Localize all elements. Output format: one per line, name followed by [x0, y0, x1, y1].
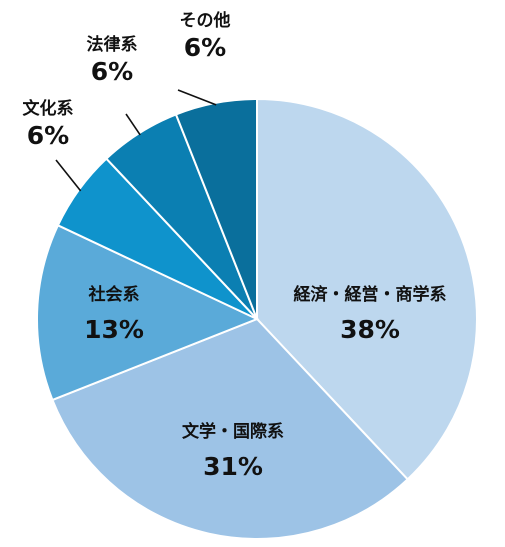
slice-label-name-0: 経済・経営・商学系 [294, 284, 447, 305]
slice-label-value-5: 6% [184, 33, 226, 62]
pie-slice-0 [256, 97, 478, 481]
slice-label-value-1: 31% [203, 452, 263, 481]
slice-label-name-5: その他 [180, 10, 231, 31]
slice-labels: 経済・経営・商学系38%文学・国際系31%社会系13%文化系6%法律系6%その他… [23, 10, 447, 481]
slice-label-value-4: 6% [91, 57, 133, 86]
slice-label-value-2: 13% [84, 315, 144, 344]
slice-label-value-0: 38% [340, 315, 400, 344]
leader-line-4 [125, 113, 141, 136]
leader-line-3 [55, 159, 82, 192]
slice-label-name-4: 法律系 [87, 34, 138, 55]
slice-label-name-3: 文化系 [23, 98, 74, 119]
pie-slices [36, 97, 478, 540]
pie-slice-1 [51, 317, 410, 540]
pie-slice-5 [174, 97, 258, 320]
leader-line-5 [177, 89, 217, 106]
slice-label-value-3: 6% [27, 121, 69, 150]
slice-label-name-1: 文学・国際系 [182, 421, 284, 442]
pie-slice-2 [36, 223, 260, 402]
leader-lines [55, 89, 217, 192]
slice-label-name-2: 社会系 [88, 284, 140, 305]
